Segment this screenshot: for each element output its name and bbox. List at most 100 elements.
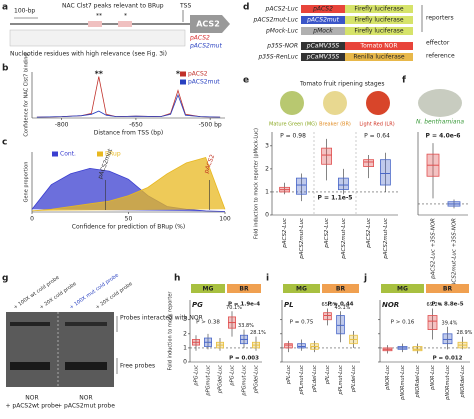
gene-box — [345, 53, 413, 61]
promoter-label: pACS2 — [312, 6, 333, 13]
annotation: * — [176, 70, 181, 79]
group-label: effector — [426, 40, 450, 47]
legend-label: Cont. — [60, 151, 76, 158]
p-value: P = 0.44 — [327, 302, 353, 308]
x-tick-label: -800 — [55, 122, 69, 129]
x-tick-label: pACS2-Luc +35S-NOR — [431, 218, 437, 280]
x-tick-label: pPLdel-Luc — [312, 365, 318, 393]
leaf-photo — [418, 89, 462, 117]
box — [295, 177, 307, 195]
x-tick-label: 50 — [125, 216, 133, 223]
percent-label: 28.1% — [250, 330, 266, 336]
legend-swatch — [52, 151, 58, 157]
y-tick-label: 3 — [265, 142, 269, 149]
box — [379, 159, 391, 186]
p-value: P = 0.98 — [280, 133, 306, 140]
x-tick-label: pACS2-Luc — [282, 218, 288, 249]
lane-labels: + 100X wt cold probe+ 20X cold probe+ 10… — [13, 272, 134, 310]
y-tick-label: 2 — [265, 165, 269, 172]
p-value: P = 1.1e-5 — [318, 195, 353, 202]
panel-title: N. benthamiana — [416, 119, 464, 126]
promoter-box — [301, 16, 345, 24]
scale-label: 100-bp — [14, 8, 35, 15]
lane-label: + 100X wt cold probe — [13, 275, 61, 311]
y-axis-label: Fold induction to mock reporter (pMock-L… — [254, 128, 260, 239]
promoter-box — [301, 42, 345, 50]
fruit-photo — [366, 91, 390, 115]
stage-label: Light Red (LR) — [359, 122, 394, 128]
x-tick-label: 100 — [219, 216, 231, 223]
panel-label: j — [363, 274, 367, 284]
gene-box — [345, 42, 413, 50]
construct-name: p35S-RenLuc — [257, 54, 298, 61]
y-tick-label: 0 — [183, 359, 187, 366]
construct-name: pACS2mut-Luc — [253, 17, 299, 24]
p-value: P = 0.012 — [433, 356, 463, 362]
box — [336, 315, 345, 335]
x-tick-label: pNORdel-Luc — [415, 365, 421, 399]
promoter-box — [301, 5, 345, 13]
gene-box — [345, 5, 413, 13]
stage-label: Breaker (BR) — [319, 122, 351, 128]
promoter-label: pMock — [312, 28, 333, 35]
y-tick-label: 0 — [265, 212, 269, 219]
group-header — [283, 284, 320, 293]
gel-band — [65, 362, 107, 370]
gel-band — [65, 322, 107, 326]
panel-label: a — [2, 3, 8, 13]
sample-label: NOR — [79, 395, 92, 402]
peak-mark: ** — [96, 13, 102, 20]
x-tick-label: pACS2mut-Luc — [299, 218, 305, 260]
percent-label: 28.9% — [457, 330, 473, 336]
panel-label: b — [2, 64, 9, 74]
y-tick-label: 1 — [183, 344, 187, 351]
x-tick-label: -500 bp — [199, 122, 222, 129]
panel-label: h — [174, 274, 180, 284]
p-value: P = 0.003 — [229, 356, 259, 362]
x-tick-label: pPL-Luc — [325, 365, 331, 385]
sample-label: NOR — [25, 395, 38, 402]
sequence-box — [9, 29, 186, 47]
tss-label: TSS — [179, 3, 191, 10]
x-tick-label: pPLmut-Luc — [338, 365, 344, 396]
group-header — [426, 284, 469, 293]
x-tick-label: pPGmut-Luc — [242, 365, 248, 397]
line — [36, 93, 221, 118]
gene-label: Tomato NOR — [359, 43, 397, 50]
group-label: BR — [336, 286, 346, 293]
x-tick-label: pPL-Luc — [286, 365, 292, 385]
x-tick-label: pNOR-Luc — [385, 365, 391, 391]
x-tick-label: pPGmut-Luc — [206, 365, 212, 397]
x-tick-label: -650 — [129, 122, 143, 129]
promoter-label: pCaMV35S — [306, 54, 340, 61]
group-header — [381, 284, 424, 293]
x-tick-label: pPG-Luc — [230, 365, 236, 387]
x-tick-label: pPGdel-Luc — [254, 365, 260, 394]
x-tick-label: pPGdel-Luc — [218, 365, 224, 394]
promoter-box — [301, 53, 345, 61]
fruit-photo — [280, 91, 304, 115]
y-axis-label: Confidence for NAC Clst7 binding — [24, 53, 30, 136]
gene-label: Renilla luciferase — [353, 54, 404, 61]
x-tick-label: pACS2mut-Luc +35S-NOR — [452, 218, 458, 291]
gene-label: PG — [192, 301, 203, 309]
box — [363, 159, 375, 167]
p-value: P > 0.16 — [391, 320, 415, 326]
legend-swatch — [97, 151, 103, 157]
p-value: P = 4.0e-6 — [426, 133, 461, 140]
area — [31, 167, 226, 212]
group-label: MG — [296, 286, 307, 293]
percent-label: 69.2% — [427, 302, 443, 308]
promoter-label: pACS2 — [189, 35, 210, 42]
percent-label: 33.8% — [238, 323, 254, 329]
legend-swatch — [180, 71, 186, 77]
panel-title: Tomato fruit ripening stages — [299, 81, 384, 88]
percent-label: 39.4% — [442, 320, 458, 326]
p-value: P = 8.8e-5 — [431, 302, 463, 308]
group-label: reference — [426, 53, 455, 60]
x-tick-label: pNOR-Luc — [430, 365, 436, 391]
legend-label: BRup — [105, 151, 121, 158]
promoter-label: pACS2mut — [189, 43, 222, 50]
x-tick-label: pPG-Luc — [194, 365, 200, 387]
